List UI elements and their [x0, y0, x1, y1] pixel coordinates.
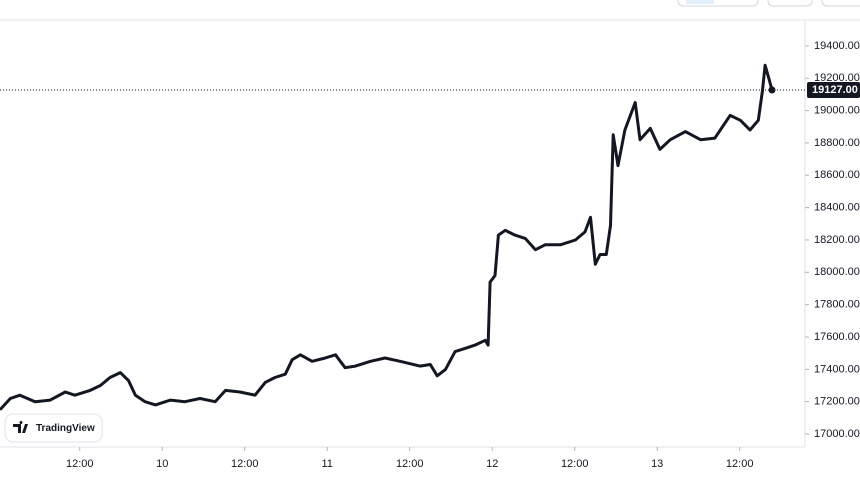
x-tick-label: 10: [156, 458, 168, 470]
y-tick-label: 18600.00: [814, 169, 860, 181]
last-point: [768, 86, 776, 94]
y-tick-label: 17600.00: [814, 331, 860, 343]
y-tick-label: 18400.00: [814, 202, 860, 214]
y-tick-label: 19200.00: [814, 72, 860, 84]
watermark[interactable]: TradingView: [4, 413, 103, 443]
x-tick-label: 12:00: [396, 458, 424, 470]
y-tick-label: 18200.00: [814, 234, 860, 246]
y-tick-label: 19000.00: [814, 104, 860, 116]
x-tick-label: 12:00: [66, 458, 94, 470]
watermark-box: [4, 413, 103, 443]
toolbar-button-highlight: [686, 0, 714, 4]
last-price-box: [807, 82, 860, 99]
watermark-text: TradingView: [36, 423, 95, 434]
y-tick-label: 18000.00: [814, 266, 860, 278]
y-tick-label: 18800.00: [814, 137, 860, 149]
x-tick-label: 12:00: [231, 458, 259, 470]
x-tick-label: 12:00: [561, 458, 589, 470]
x-tick-label: 12: [486, 458, 498, 470]
toolbar-button[interactable]: [821, 0, 860, 7]
price-line: [0, 63, 774, 411]
x-tick-label: 12:00: [726, 458, 754, 470]
watermark-logo: [13, 421, 28, 433]
last-price-label: 19127.00: [812, 84, 858, 96]
x-tick-label: 11: [322, 458, 333, 470]
x-tick-label: 13: [651, 458, 663, 470]
y-tick-label: 17200.00: [814, 396, 860, 408]
toolbar-button[interactable]: [767, 0, 813, 7]
y-tick-label: 19400.00: [814, 40, 860, 52]
y-tick-label: 17800.00: [814, 299, 860, 311]
y-tick-label: 17000.00: [814, 428, 860, 440]
y-tick-label: 17400.00: [814, 363, 860, 375]
